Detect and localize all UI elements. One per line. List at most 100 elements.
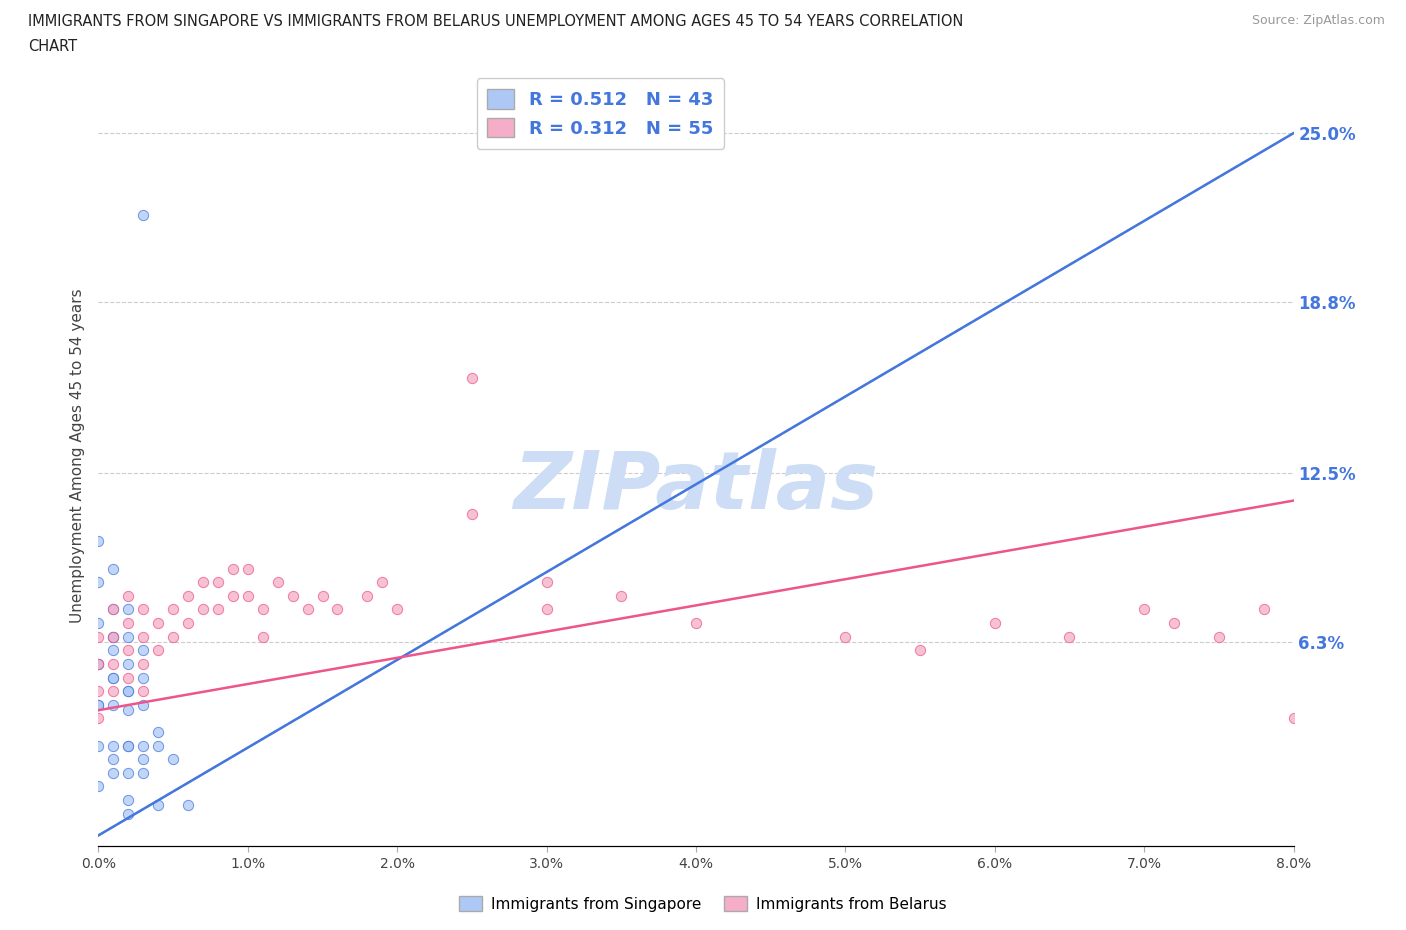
Point — [103, 671, 125, 685]
Point — [117, 806, 139, 821]
Point — [132, 643, 155, 658]
Point — [103, 630, 125, 644]
Point — [207, 575, 229, 590]
Point — [117, 684, 139, 698]
Point — [536, 575, 558, 590]
Point — [87, 657, 110, 671]
Point — [610, 589, 633, 604]
Point — [252, 630, 274, 644]
Point — [148, 643, 170, 658]
Point — [536, 602, 558, 617]
Point — [132, 698, 155, 712]
Point — [132, 630, 155, 644]
Point — [103, 684, 125, 698]
Point — [87, 698, 110, 712]
Point — [834, 630, 856, 644]
Point — [177, 798, 200, 813]
Point — [162, 602, 184, 617]
Point — [685, 616, 707, 631]
Point — [297, 602, 319, 617]
Point — [87, 630, 110, 644]
Point — [103, 643, 125, 658]
Point — [148, 616, 170, 631]
Point — [103, 765, 125, 780]
Point — [117, 643, 139, 658]
Point — [132, 671, 155, 685]
Point — [117, 738, 139, 753]
Point — [87, 779, 110, 794]
Point — [132, 657, 155, 671]
Point — [177, 589, 200, 604]
Point — [87, 711, 110, 725]
Point — [461, 371, 484, 386]
Point — [207, 602, 229, 617]
Y-axis label: Unemployment Among Ages 45 to 54 years: Unemployment Among Ages 45 to 54 years — [69, 288, 84, 623]
Point — [356, 589, 378, 604]
Point — [132, 738, 155, 753]
Point — [117, 765, 139, 780]
Point — [1253, 602, 1275, 617]
Point — [371, 575, 394, 590]
Point — [117, 738, 139, 753]
Point — [984, 616, 1007, 631]
Point — [117, 657, 139, 671]
Point — [222, 561, 245, 576]
Point — [117, 589, 139, 604]
Point — [222, 589, 245, 604]
Point — [908, 643, 931, 658]
Point — [148, 798, 170, 813]
Point — [252, 602, 274, 617]
Point — [461, 507, 484, 522]
Point — [87, 616, 110, 631]
Point — [1208, 630, 1230, 644]
Point — [103, 751, 125, 766]
Point — [132, 602, 155, 617]
Point — [148, 724, 170, 739]
Point — [103, 602, 125, 617]
Point — [162, 751, 184, 766]
Point — [103, 630, 125, 644]
Point — [191, 602, 214, 617]
Point — [103, 671, 125, 685]
Point — [326, 602, 349, 617]
Point — [1133, 602, 1156, 617]
Point — [103, 630, 125, 644]
Point — [177, 616, 200, 631]
Text: ZIPatlas: ZIPatlas — [513, 448, 879, 526]
Point — [1059, 630, 1081, 644]
Point — [103, 657, 125, 671]
Point — [103, 602, 125, 617]
Point — [1282, 711, 1305, 725]
Point — [117, 616, 139, 631]
Point — [117, 703, 139, 718]
Point — [117, 792, 139, 807]
Point — [236, 589, 259, 604]
Point — [87, 698, 110, 712]
Point — [87, 657, 110, 671]
Point — [385, 602, 409, 617]
Text: Source: ZipAtlas.com: Source: ZipAtlas.com — [1251, 14, 1385, 27]
Point — [87, 684, 110, 698]
Point — [87, 534, 110, 549]
Point — [281, 589, 304, 604]
Point — [117, 602, 139, 617]
Point — [87, 575, 110, 590]
Point — [148, 738, 170, 753]
Point — [117, 671, 139, 685]
Point — [87, 657, 110, 671]
Point — [87, 738, 110, 753]
Point — [191, 575, 214, 590]
Point — [103, 698, 125, 712]
Point — [117, 684, 139, 698]
Legend: R = 0.512   N = 43, R = 0.312   N = 55: R = 0.512 N = 43, R = 0.312 N = 55 — [477, 78, 724, 149]
Point — [132, 765, 155, 780]
Point — [103, 561, 125, 576]
Legend: Immigrants from Singapore, Immigrants from Belarus: Immigrants from Singapore, Immigrants fr… — [453, 889, 953, 918]
Point — [236, 561, 259, 576]
Point — [162, 630, 184, 644]
Point — [132, 207, 155, 222]
Point — [117, 630, 139, 644]
Text: CHART: CHART — [28, 39, 77, 54]
Point — [267, 575, 290, 590]
Point — [132, 751, 155, 766]
